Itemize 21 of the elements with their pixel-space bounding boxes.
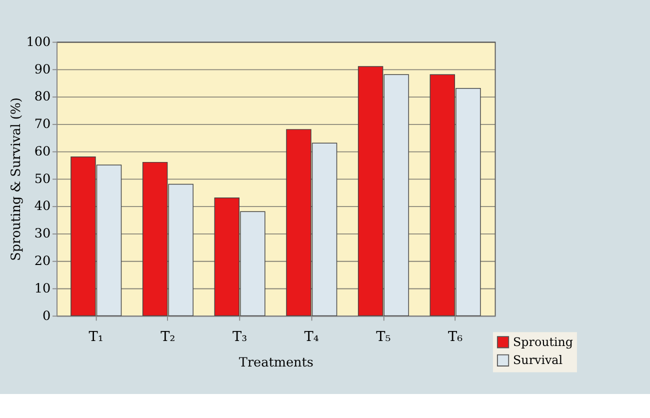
x-tick-label: T₅	[376, 328, 391, 345]
y-axis-title: Sprouting & Survival (%)	[8, 97, 24, 261]
x-tick-label: T₂	[160, 328, 176, 345]
y-tick-label: 70	[34, 117, 51, 132]
legend-label: Sprouting	[513, 334, 574, 349]
x-axis-title: Treatments	[238, 355, 314, 370]
y-tick-label: 40	[34, 199, 51, 214]
y-tick-label: 50	[34, 172, 51, 187]
y-tick-label: 80	[34, 90, 51, 105]
y-tick-label: 100	[26, 34, 51, 50]
x-tick-label: T₃	[232, 328, 248, 345]
y-tick-label: 30	[34, 226, 51, 242]
y-tick-label: 20	[34, 254, 51, 270]
legend-label: Survival	[513, 353, 563, 368]
y-tick-label: 0	[42, 308, 51, 324]
x-tick-label: T₆	[448, 328, 464, 345]
y-tick-label: 90	[34, 62, 51, 78]
y-tick-label: 10	[34, 281, 51, 296]
y-tick-label: 60	[34, 144, 51, 160]
x-tick-label: T₄	[304, 328, 320, 345]
x-tick-label: T₁	[88, 328, 104, 345]
